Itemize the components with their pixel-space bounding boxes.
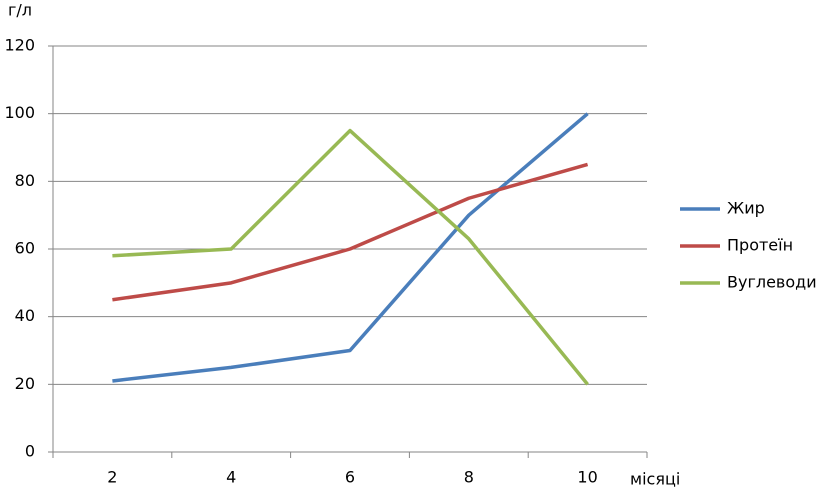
series-line bbox=[112, 128, 589, 386]
x-tick-label: 4 bbox=[226, 468, 236, 487]
x-tick-label: 8 bbox=[464, 468, 474, 487]
y-tick-label: 100 bbox=[4, 103, 35, 122]
series-line bbox=[112, 162, 589, 302]
series-line bbox=[112, 112, 589, 383]
y-tick-label: 80 bbox=[15, 171, 35, 190]
legend-label: Вуглеводи bbox=[727, 273, 817, 292]
y-tick-label: 20 bbox=[15, 374, 35, 393]
y-tick-label: 120 bbox=[4, 36, 35, 55]
y-tick-label: 60 bbox=[15, 239, 35, 258]
x-axis-label: місяці bbox=[630, 470, 680, 489]
x-tick-label: 10 bbox=[577, 468, 597, 487]
y-tick-label: 0 bbox=[25, 442, 35, 461]
legend-label: Протеїн bbox=[727, 236, 793, 255]
x-tick-label: 2 bbox=[107, 468, 117, 487]
y-axis-label: г/л bbox=[8, 1, 32, 20]
y-tick-label: 40 bbox=[15, 306, 35, 325]
x-tick-label: 6 bbox=[345, 468, 355, 487]
legend-label: Жир bbox=[727, 199, 765, 218]
